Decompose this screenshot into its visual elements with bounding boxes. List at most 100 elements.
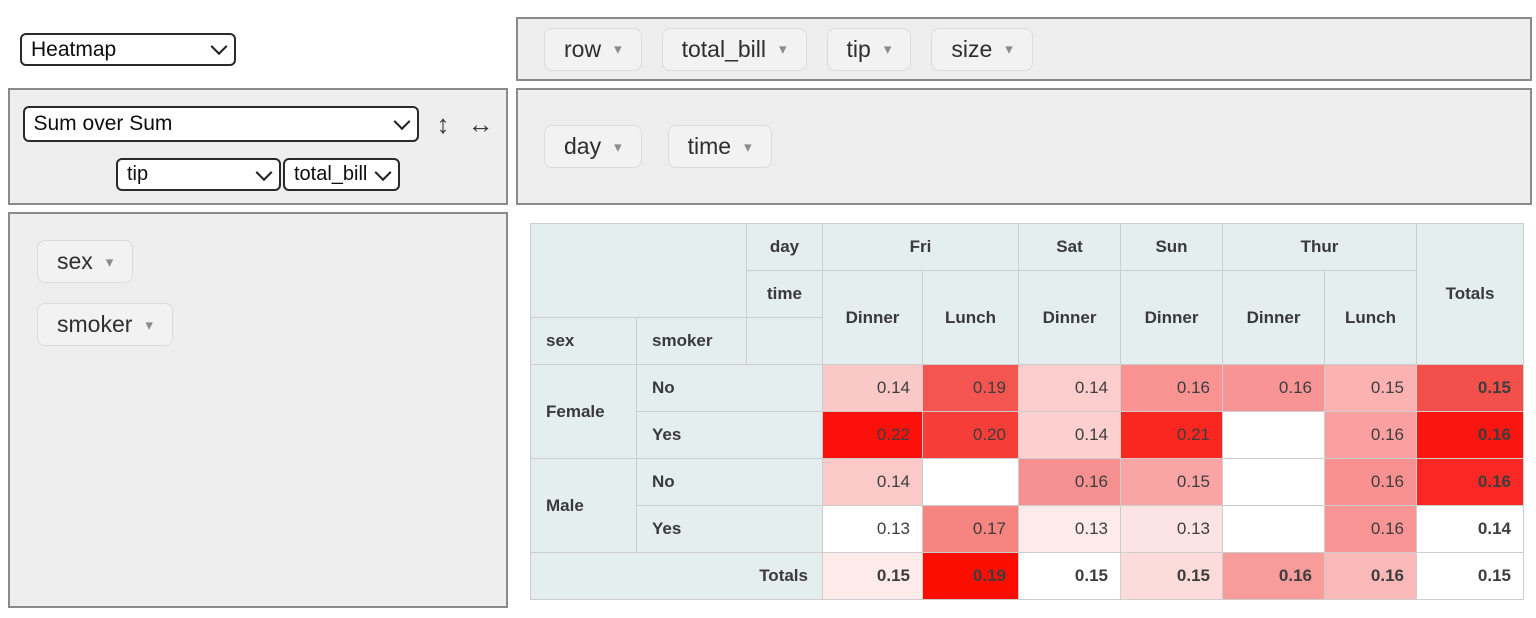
field-dropdown-icon[interactable]: ▾ (614, 138, 622, 156)
col-totals-label: Totals (530, 552, 823, 600)
header-row-time: time Dinner Lunch Dinner Dinner Dinner L… (531, 270, 1524, 365)
field-pill-tip[interactable]: tip ▾ (826, 27, 912, 71)
heatmap-cell: 0.15 (1324, 364, 1418, 412)
col-header-thur: Thur (1222, 223, 1418, 271)
table-row: Female No 0.14 0.19 0.14 0.16 0.16 0.15 … (530, 364, 1525, 459)
field-dropdown-icon[interactable]: ▾ (1005, 41, 1013, 58)
heatmap-cell: 0.15 (1120, 458, 1224, 506)
grand-total-cell: 0.15 (1416, 552, 1525, 600)
heatmap-cell: 0.16 (1120, 364, 1224, 412)
col-header-leaf: Dinner (1222, 270, 1326, 365)
col-order-button[interactable]: ↔ (467, 109, 494, 139)
row-label-female: Female (530, 364, 637, 459)
heatmap-cell: 0.16 (1324, 411, 1418, 459)
heatmap-cell: 0.13 (1120, 505, 1224, 553)
field-dropdown-icon[interactable]: ▾ (145, 316, 153, 334)
row-total-cell: 0.15 (1416, 364, 1525, 412)
row-label-yes: Yes (636, 505, 823, 553)
field-label: sex (57, 248, 93, 274)
col-total-cell: 0.16 (1324, 552, 1418, 600)
col-header-leaf: Lunch (1324, 270, 1418, 365)
heatmap-cell: 0.17 (921, 505, 1020, 553)
col-header-leaf: Dinner (1018, 270, 1122, 365)
field-dropdown-icon[interactable]: ▾ (778, 41, 787, 58)
field-pill-sex[interactable]: sex ▾ (37, 240, 134, 283)
heatmap-cell: 0.16 (1324, 458, 1418, 506)
col-header-sun: Sun (1120, 223, 1224, 271)
row-label-no: No (636, 458, 823, 506)
row-label-yes: Yes (636, 411, 823, 459)
col-header-leaf: Dinner (1120, 270, 1224, 365)
field-pill-smoker[interactable]: smoker ▾ (37, 303, 173, 346)
column-fields-area[interactable]: day ▾ time ▾ (516, 88, 1532, 205)
field-dropdown-icon[interactable]: ▾ (744, 138, 752, 156)
row-fields-area[interactable]: sex ▾ smoker ▾ (8, 212, 508, 608)
heatmap-cell: 0.14 (822, 458, 923, 506)
corner-cell (530, 223, 747, 318)
col-header-leaf: Lunch (921, 270, 1020, 365)
table-row: Yes 0.13 0.17 0.13 0.13 0.16 0.14 (531, 505, 1525, 553)
blank-cell (746, 317, 823, 365)
row-order-button[interactable]: ↕ (436, 109, 450, 139)
row-axis-label-sex: sex (530, 317, 637, 365)
totals-row: Totals 0.15 0.19 0.15 0.15 0.16 0.16 0.1… (530, 552, 1525, 600)
heatmap-cell (921, 458, 1020, 506)
renderer-select[interactable]: Heatmap (20, 32, 236, 66)
aggregator-arg1-select[interactable]: tip (116, 158, 281, 191)
aggregator-arg2-select[interactable]: total_bill (283, 158, 400, 191)
col-total-cell: 0.15 (1120, 552, 1224, 600)
field-label: tip (846, 35, 871, 62)
header-row-day: day Fri Sat Sun Thur Totals (530, 223, 1525, 365)
heatmap-cell: 0.16 (1018, 458, 1122, 506)
row-label-male: Male (530, 458, 637, 553)
col-header-fri: Fri (821, 223, 1020, 271)
field-pill-day[interactable]: day ▾ (544, 125, 642, 168)
aggregator-area: Sum over Sum ↕ ↔ tip total_bill (8, 88, 508, 205)
heatmap-cell (1222, 505, 1326, 553)
col-header-leaf: Dinner (822, 270, 923, 365)
col-total-cell: 0.15 (1018, 552, 1122, 600)
col-total-cell: 0.15 (822, 552, 923, 600)
field-label: smoker (57, 311, 133, 337)
unused-fields-area[interactable]: row ▾ total_bill ▾ tip ▾ size ▾ (516, 17, 1532, 81)
field-dropdown-icon[interactable]: ▾ (614, 41, 622, 58)
field-pill-total-bill[interactable]: total_bill ▾ (661, 27, 807, 71)
header-row-axes: sex smoker (530, 317, 1524, 365)
col-total-cell: 0.16 (1222, 552, 1326, 600)
field-pill-row[interactable]: row ▾ (544, 27, 642, 71)
field-label: row (564, 35, 602, 62)
col-axis-label-day: day (746, 223, 823, 271)
field-label: day (564, 133, 602, 159)
field-pill-time[interactable]: time ▾ (667, 125, 772, 168)
col-axis-label-time: time (746, 270, 823, 318)
col-total-cell: 0.19 (921, 552, 1020, 600)
row-axis-label-smoker: smoker (636, 317, 747, 365)
row-total-cell: 0.14 (1416, 505, 1525, 553)
row-total-cell: 0.16 (1416, 458, 1525, 506)
pivot-table: day Fri Sat Sun Thur Totals time Dinner … (530, 223, 1525, 600)
row-totals-header: Totals (1416, 223, 1525, 365)
heatmap-cell: 0.22 (822, 411, 923, 459)
field-dropdown-icon[interactable]: ▾ (883, 41, 892, 58)
row-total-cell: 0.16 (1416, 411, 1525, 459)
aggregator-select[interactable]: Sum over Sum (22, 106, 419, 142)
heatmap-cell: 0.14 (1018, 411, 1122, 459)
field-dropdown-icon[interactable]: ▾ (105, 253, 114, 271)
heatmap-cell: 0.16 (1222, 364, 1326, 412)
renderer-cell: Heatmap (8, 17, 508, 81)
heatmap-cell: 0.20 (921, 411, 1020, 459)
heatmap-cell: 0.13 (1018, 505, 1122, 553)
heatmap-cell: 0.16 (1324, 505, 1418, 553)
row-label-no: No (636, 364, 823, 412)
field-label: total_bill (681, 35, 766, 62)
heatmap-cell: 0.19 (921, 364, 1020, 412)
col-header-sat: Sat (1018, 223, 1122, 271)
heatmap-cell: 0.14 (822, 364, 923, 412)
heatmap-cell (1222, 458, 1326, 506)
field-pill-size[interactable]: size ▾ (931, 27, 1033, 71)
table-row: Male No 0.14 0.16 0.15 0.16 0.16 (530, 458, 1525, 553)
field-label: time (687, 133, 732, 159)
field-label: size (951, 35, 993, 62)
heatmap-cell: 0.13 (822, 505, 923, 553)
